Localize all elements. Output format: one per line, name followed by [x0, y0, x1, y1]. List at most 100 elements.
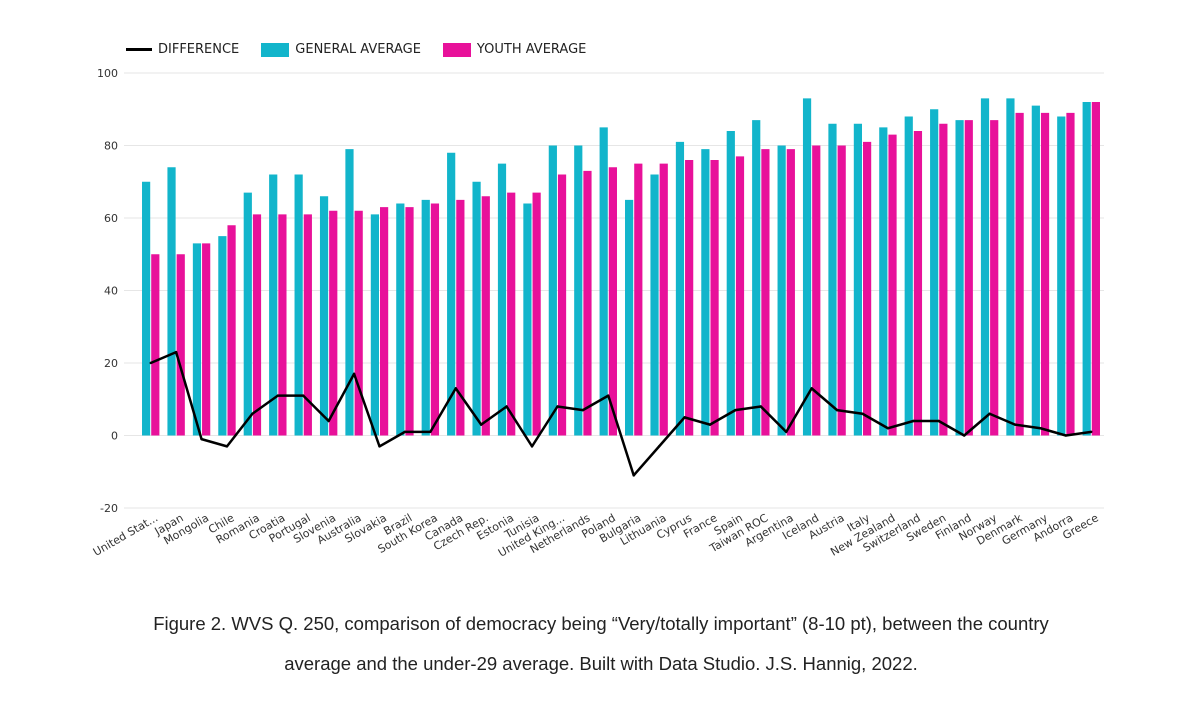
legend-swatch-general [261, 42, 290, 57]
difference-point [251, 412, 254, 415]
caption-line-1: Figure 2. WVS Q. 250, comparison of demo… [153, 613, 1049, 634]
difference-point [200, 437, 203, 441]
bar-general [447, 152, 456, 436]
bar-youth [583, 170, 592, 436]
legend-item-youth[interactable]: YOUTH AVERAGE [442, 42, 587, 57]
bar-youth [456, 199, 465, 436]
difference-point [505, 405, 508, 408]
difference-point [962, 434, 966, 437]
difference-point [683, 416, 686, 419]
bar-general [879, 127, 888, 436]
difference-point [149, 361, 152, 365]
difference-point [403, 430, 407, 434]
bar-general [167, 167, 176, 436]
legend-item-difference[interactable]: DIFFERENCE [126, 42, 239, 57]
bar-general [243, 192, 252, 436]
difference-point [327, 419, 330, 423]
bar-general [650, 174, 659, 436]
difference-point [429, 430, 432, 434]
difference-point [861, 412, 864, 415]
difference-point [810, 387, 813, 390]
y-tick-label: 20 [104, 357, 118, 370]
difference-point [174, 350, 178, 354]
bar-youth [837, 145, 846, 436]
bar-general [574, 145, 583, 436]
y-tick-label: -20 [100, 502, 118, 515]
difference-point [454, 387, 457, 390]
legend-item-general[interactable]: GENERAL AVERAGE [261, 42, 421, 57]
bar-general [599, 127, 608, 436]
bar-general [802, 98, 812, 436]
bar-youth [329, 210, 338, 436]
difference-point [581, 408, 585, 412]
bar-general [853, 123, 862, 436]
bar-general [828, 123, 837, 436]
legend-label-difference: DIFFERENCE [158, 42, 240, 57]
bar-youth [761, 149, 770, 436]
difference-point [759, 405, 763, 408]
bar-youth [735, 156, 745, 436]
difference-point [1064, 434, 1068, 437]
bar-youth [1040, 112, 1050, 436]
bar-youth [405, 207, 414, 436]
bar-youth [659, 163, 668, 436]
bar-general [955, 120, 964, 436]
difference-point [632, 474, 635, 477]
bar-general [142, 181, 151, 436]
difference-point [988, 412, 991, 415]
legend-label-general: GENERAL AVERAGE [295, 42, 421, 57]
chart-legend: DIFFERENCE GENERAL AVERAGE YOUTH AVERAGE [126, 42, 608, 57]
bar-youth [812, 145, 821, 436]
bar-youth [176, 254, 185, 436]
bar-general [192, 243, 202, 436]
bar-youth [1091, 102, 1100, 436]
bar-youth [710, 160, 719, 436]
bar-general [1082, 102, 1091, 436]
bar-youth [888, 134, 897, 436]
difference-point [276, 394, 280, 397]
legend-label-youth: YOUTH AVERAGE [476, 42, 587, 57]
bar-youth [786, 149, 795, 436]
difference-point [912, 419, 915, 423]
bar-general [1031, 105, 1040, 436]
bar-general [701, 149, 710, 436]
bar-general [472, 181, 481, 436]
legend-swatch-difference [126, 48, 152, 51]
difference-point [1090, 430, 1093, 434]
y-tick-label: 40 [104, 285, 118, 298]
difference-point [479, 423, 483, 426]
bar-general [548, 145, 557, 436]
bar-youth [939, 123, 948, 436]
bar-general [980, 98, 990, 436]
bar-youth [507, 192, 516, 436]
bar-general [396, 203, 405, 436]
x-tick-label: United Stat... [91, 511, 160, 559]
bar-general [319, 196, 329, 436]
bar-general [294, 174, 303, 436]
difference-point [1039, 427, 1042, 430]
difference-line [150, 350, 1092, 477]
difference-point [352, 372, 356, 376]
bar-general [726, 131, 735, 436]
bar-general [752, 120, 761, 436]
bar-general [421, 199, 430, 436]
difference-point [734, 408, 737, 412]
bar-youth [913, 131, 923, 436]
bar-general [930, 109, 939, 436]
difference-point [530, 445, 534, 448]
y-tick-label: 0 [111, 430, 118, 443]
bar-youth [481, 196, 490, 436]
bar-general [218, 236, 227, 436]
y-tick-label: 100 [97, 67, 118, 80]
bar-youth [278, 214, 287, 436]
bar-youth [227, 225, 236, 436]
bar-youth [380, 207, 389, 436]
bar-youth [634, 163, 643, 436]
bar-youth [608, 167, 617, 436]
bar-general [269, 174, 278, 436]
bar-youth [1066, 112, 1075, 436]
difference-point [378, 445, 381, 448]
bar-general [523, 203, 532, 436]
difference-point [886, 427, 890, 430]
